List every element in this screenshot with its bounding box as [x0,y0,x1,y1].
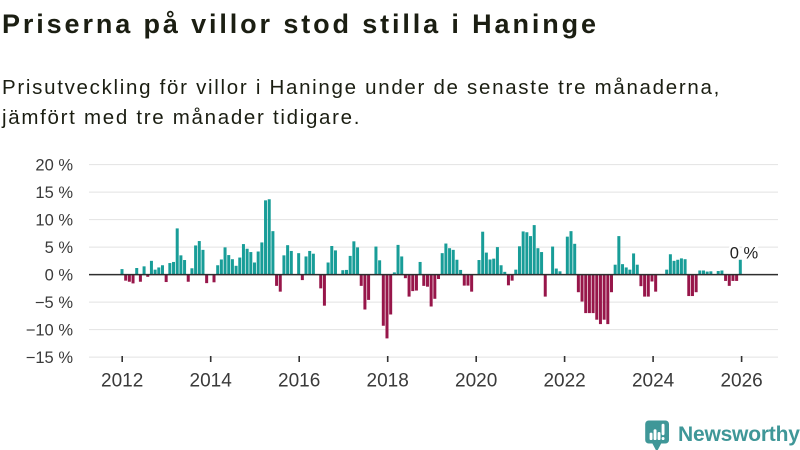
svg-text:2014: 2014 [190,371,233,392]
svg-text:2020: 2020 [455,371,497,392]
svg-text:0 %: 0 % [730,245,759,263]
svg-text:15 %: 15 % [35,184,73,202]
svg-text:10 %: 10 % [35,212,73,230]
svg-text:2018: 2018 [367,371,409,392]
svg-text:0 %: 0 % [45,267,74,285]
svg-text:2024: 2024 [632,371,675,392]
svg-text:−5 %: −5 % [35,294,73,312]
svg-text:2026: 2026 [720,371,762,392]
svg-text:−15 %: −15 % [26,349,74,367]
svg-text:2012: 2012 [101,371,143,392]
svg-text:2022: 2022 [543,371,585,392]
svg-text:5 %: 5 % [45,239,74,257]
svg-text:2016: 2016 [278,371,320,392]
svg-text:20 %: 20 % [35,157,73,175]
svg-text:−10 %: −10 % [26,322,74,340]
